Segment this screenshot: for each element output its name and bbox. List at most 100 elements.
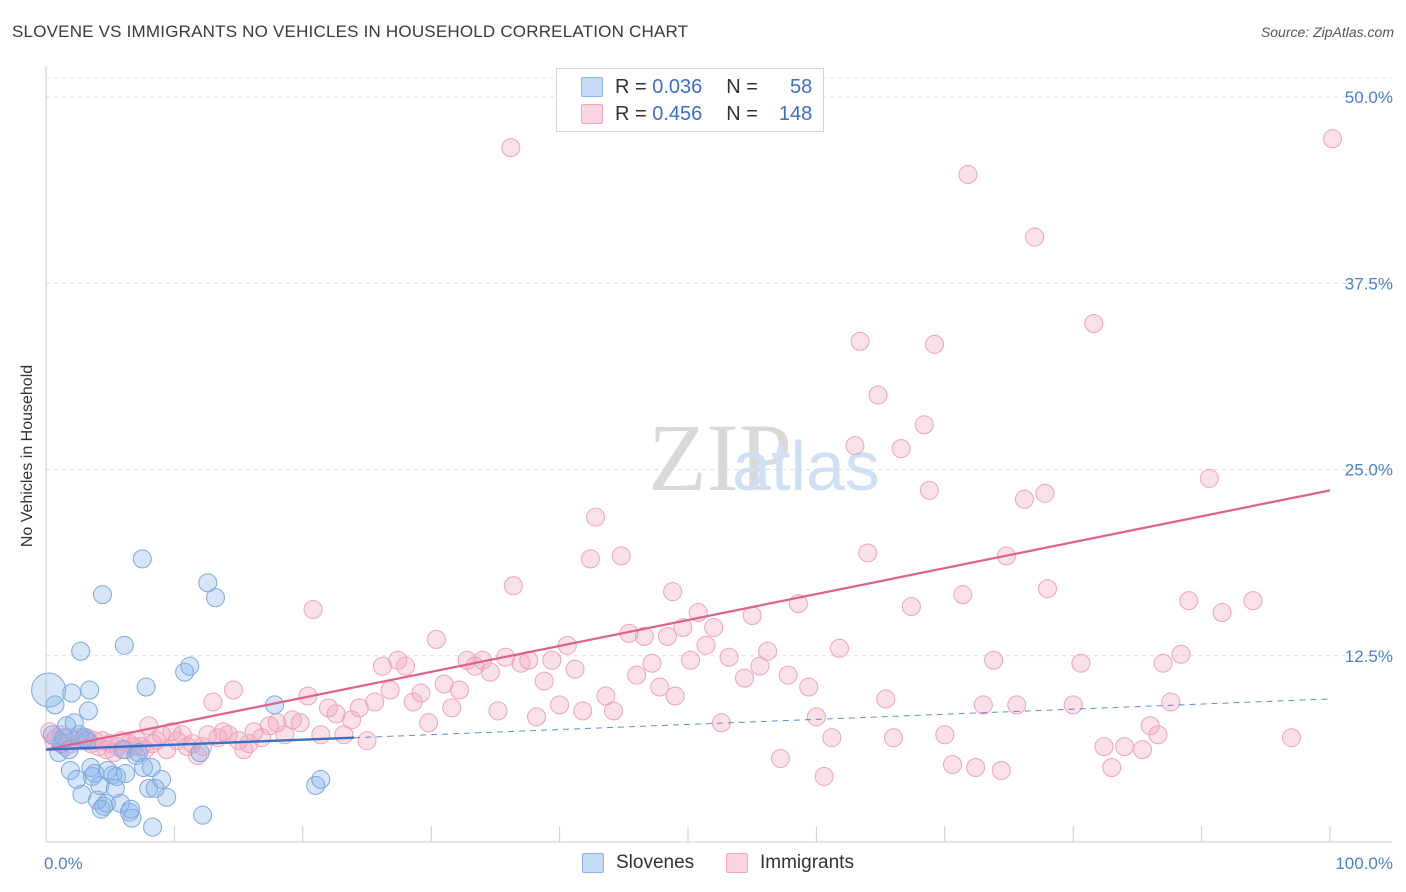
legend-swatch-immigrants <box>581 104 603 124</box>
legend-row-immigrants: R = 0.456 N = 148 <box>581 102 812 126</box>
legend-n-label: N = <box>726 102 758 125</box>
immigrants-point <box>213 722 233 742</box>
immigrants-point <box>958 164 978 184</box>
slovenes-point <box>198 573 218 593</box>
immigrants-point <box>966 758 986 777</box>
legend-swatch-slovenes <box>582 853 604 873</box>
slovenes-trend-extension <box>354 698 1331 739</box>
immigrants-point <box>1007 695 1027 715</box>
axes <box>45 66 1392 843</box>
immigrants-point <box>830 638 850 658</box>
immigrants-point <box>604 701 624 721</box>
immigrants-point <box>96 740 116 760</box>
watermark-zip: ZIP <box>648 404 792 511</box>
slovenes-point <box>152 769 172 789</box>
immigrants-point <box>719 647 739 667</box>
chart-title: SLOVENE VS IMMIGRANTS NO VEHICLES IN HOU… <box>12 22 689 41</box>
immigrants-point <box>1243 591 1263 611</box>
slovenes-point <box>190 743 210 763</box>
immigrants-point <box>891 439 911 459</box>
slovenes-trend-line <box>45 736 355 751</box>
immigrants-point <box>657 626 677 646</box>
immigrants-point <box>411 683 431 703</box>
slovenes-point <box>134 758 154 777</box>
y-tick-label: 25.0% <box>1345 461 1393 480</box>
immigrants-point <box>573 701 593 721</box>
immigrants-point <box>503 576 523 596</box>
immigrants-point <box>984 650 1004 670</box>
immigrants-point <box>388 650 408 670</box>
immigrants-point <box>1212 603 1232 623</box>
immigrants-point <box>953 585 973 605</box>
immigrants-point <box>1014 489 1034 509</box>
slovenes-point <box>62 683 82 703</box>
y-tick-label: 50.0% <box>1345 88 1393 107</box>
slovenes-point <box>311 769 331 789</box>
immigrants-point <box>778 665 798 685</box>
immigrants-point <box>696 635 716 655</box>
slovenes-point <box>180 656 200 676</box>
immigrants-point <box>650 677 670 697</box>
immigrants-point <box>342 710 362 730</box>
immigrants-point <box>845 436 865 456</box>
x-tick-label: 0.0% <box>44 854 83 873</box>
slovenes-point <box>64 713 84 733</box>
legend-n-value: 148 <box>778 102 813 125</box>
immigrants-point <box>1035 483 1055 503</box>
slovenes-point <box>91 799 111 819</box>
immigrants-point <box>758 641 778 661</box>
slovenes-point <box>80 680 100 700</box>
legend-r-label: R = <box>615 75 647 98</box>
immigrants-point <box>1038 579 1058 599</box>
slovenes-point <box>143 817 163 837</box>
immigrants-point <box>919 480 939 500</box>
immigrants-point <box>850 331 870 351</box>
immigrants-point <box>799 677 819 697</box>
slovenes-point <box>136 677 156 697</box>
legend-swatch-immigrants <box>726 853 748 873</box>
stats-legend: R = 0.036 N = 58 R = 0.456 N = 148 <box>556 68 824 132</box>
immigrants-point <box>426 629 446 649</box>
immigrants-point <box>449 680 469 700</box>
immigrants-point <box>1063 695 1083 715</box>
immigrants-point <box>1094 737 1114 757</box>
immigrants-point <box>1171 644 1191 664</box>
slovenes-point <box>45 695 65 715</box>
immigrants-point <box>550 695 570 715</box>
slovenes-point <box>122 808 142 828</box>
immigrants-point <box>303 600 323 620</box>
immigrants-point <box>858 543 878 563</box>
immigrants-point <box>357 731 377 751</box>
immigrants-point <box>883 728 903 748</box>
immigrants-point <box>1071 653 1091 673</box>
slovenes-point <box>193 805 213 825</box>
immigrants-point <box>488 701 508 721</box>
series-legend: Slovenes Immigrants <box>0 852 1406 878</box>
slovenes-point <box>67 769 87 789</box>
immigrants-point <box>596 686 616 706</box>
immigrants-point <box>188 746 208 766</box>
immigrants-trend-line <box>45 489 1331 751</box>
immigrants-point <box>665 686 685 706</box>
immigrants-point <box>943 755 963 775</box>
immigrants-point <box>318 698 338 718</box>
immigrants-point <box>704 617 724 637</box>
slovenes-point <box>128 743 148 763</box>
slovenes-point <box>90 775 110 795</box>
immigrants-point <box>973 695 993 715</box>
y-tick-label: 12.5% <box>1345 647 1393 666</box>
immigrants-point <box>868 385 888 405</box>
immigrants-point <box>1115 737 1135 757</box>
legend-swatch-slovenes <box>581 77 603 97</box>
immigrants-point <box>480 662 500 682</box>
immigrants-point <box>750 656 770 676</box>
immigrants-point <box>259 716 279 736</box>
immigrants-point <box>611 546 631 566</box>
legend-n-value: 58 <box>790 75 813 98</box>
slovenes-points <box>31 549 331 837</box>
immigrants-point <box>1199 468 1219 488</box>
legend-label-slovenes: Slovenes <box>616 852 695 873</box>
immigrants-point <box>239 734 259 754</box>
immigrants-point <box>223 680 243 700</box>
